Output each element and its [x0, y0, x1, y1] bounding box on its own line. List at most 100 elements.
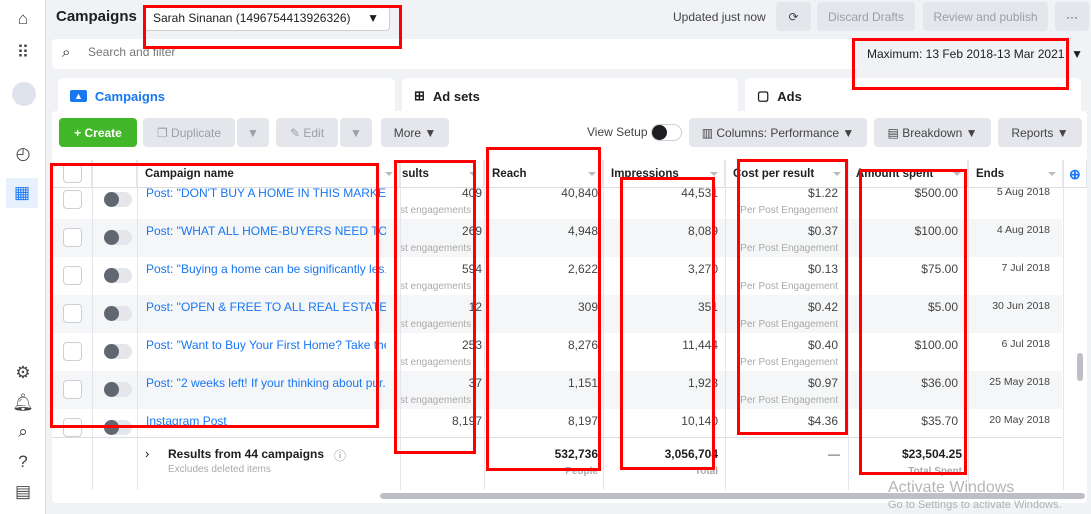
tab-ad-sets[interactable]: ⊞ Ad sets [402, 78, 738, 114]
dashboard-icon[interactable]: ◴ [15, 144, 31, 163]
row-checkbox[interactable] [63, 266, 82, 285]
campaign-name-link[interactable]: Post: "2 weeks left! If your thinking ab… [146, 376, 386, 390]
table-row[interactable]: Post: "DON'T BUY A HOME IN THIS MARKET,.… [52, 188, 1062, 219]
date-range-picker[interactable]: Maximum: 13 Feb 2018-13 Mar 2021 ▼ [857, 39, 1087, 69]
reach-cell: 2,622 [567, 262, 598, 276]
cost-per-result-cell: $0.40 Per Post Engagement [740, 338, 838, 368]
row-checkbox[interactable] [63, 228, 82, 247]
help-icon[interactable]: ? [18, 452, 28, 471]
edit-button[interactable]: ✎ Edit [276, 118, 338, 147]
column-ends[interactable]: Ends [968, 160, 1063, 188]
campaign-toggle[interactable] [104, 192, 132, 207]
campaign-name-link[interactable]: Post: "OPEN & FREE TO ALL REAL ESTATE A.… [146, 300, 386, 314]
info-icon[interactable]: ⓘ [334, 449, 347, 463]
row-checkbox[interactable] [63, 342, 82, 361]
review-publish-button[interactable]: Review and publish [923, 2, 1048, 31]
total-reach: 532,736 People [554, 447, 598, 477]
row-checkbox[interactable] [63, 190, 82, 209]
campaign-name-link[interactable]: Post: "WHAT ALL HOME-BUYERS NEED TO K... [146, 224, 386, 238]
impressions-cell: 10,140 [681, 414, 718, 428]
campaign-toggle[interactable] [104, 344, 132, 359]
tab-ads[interactable]: ▢ Ads [745, 78, 1081, 114]
ends-cell: 20 May 2018 [989, 414, 1050, 426]
column-cost-per-result[interactable]: Cost per result [725, 160, 848, 188]
amount-spent-cell: $75.00 [921, 262, 958, 276]
more-button[interactable]: More ▼ [381, 118, 449, 147]
column-results[interactable]: sults [400, 160, 484, 188]
toggle-header [92, 160, 137, 188]
add-column-icon[interactable]: ⊕ [1063, 160, 1087, 188]
campaign-toggle[interactable] [104, 268, 132, 283]
reach-cell: 8,197 [567, 414, 598, 428]
date-range: Maximum: 13 Feb 2018-13 Mar 2021 [867, 47, 1065, 61]
edit-dropdown[interactable]: ▼ [340, 118, 372, 147]
columns-button[interactable]: ▥ Columns: Performance ▼ [689, 118, 867, 147]
create-button[interactable]: + Create [59, 118, 137, 147]
refresh-icon: ⟳ [788, 9, 799, 24]
chevron-down-icon: ▼ [367, 11, 379, 25]
select-all-cell [52, 160, 92, 188]
reports-button[interactable]: Reports ▼ [998, 118, 1082, 147]
settings-icon[interactable]: ⚙ [15, 363, 31, 382]
reach-cell: 1,151 [567, 376, 598, 390]
column-label: Reach [492, 168, 527, 180]
campaign-toggle[interactable] [104, 230, 132, 245]
column-label: Amount spent [856, 168, 934, 180]
table-row[interactable]: Post: "Buying a home can be significantl… [52, 257, 1062, 295]
campaign-name-link[interactable]: Post: "Buying a home can be significantl… [146, 262, 386, 276]
table-row[interactable]: Instagram Post 8,197 8,197 10,140 $4.36 … [52, 409, 1062, 437]
column-campaign-name[interactable]: Campaign name [137, 160, 400, 188]
tab-campaigns[interactable]: ▲ Campaigns [58, 78, 395, 114]
apps-grid-icon[interactable]: ⠿ [16, 43, 30, 62]
amount-spent-cell: $100.00 [914, 338, 958, 352]
report-icon[interactable]: ▤ [14, 482, 32, 501]
campaign-name-link[interactable]: Post: "Want to Buy Your First Home? Take… [146, 338, 386, 352]
cost-per-result-cell: $0.37 Per Post Engagement [740, 224, 838, 254]
column-label: Cost per result [733, 168, 815, 180]
table-row[interactable]: Post: "OPEN & FREE TO ALL REAL ESTATE A.… [52, 295, 1062, 333]
duplicate-button[interactable]: ❐ Duplicate [143, 118, 235, 147]
total-spent: $23,504.25 Total Spent [901, 447, 962, 477]
row-checkbox[interactable] [63, 380, 82, 399]
ends-cell: 30 Jun 2018 [992, 300, 1050, 312]
footer-note: Excludes deleted items [168, 464, 271, 475]
row-checkbox[interactable] [63, 304, 82, 323]
column-amount-spent[interactable]: Amount spent [848, 160, 968, 188]
reach-cell: 309 [577, 300, 598, 314]
home-icon[interactable]: ⌂ [17, 9, 29, 28]
campaign-toggle[interactable] [104, 420, 132, 435]
column-reach[interactable]: Reach [484, 160, 603, 188]
notifications-icon[interactable]: 🔔︎ [12, 393, 34, 412]
row-checkbox[interactable] [63, 418, 82, 437]
expand-chevron-icon[interactable]: › [145, 446, 150, 461]
column-impressions[interactable]: Impressions [603, 160, 725, 188]
watermark-title: Activate Windows [888, 479, 1015, 496]
more-options-button[interactable]: ··· [1055, 2, 1089, 31]
avatar[interactable] [12, 82, 36, 106]
table-row[interactable]: Post: "Want to Buy Your First Home? Take… [52, 333, 1062, 371]
campaigns-table-icon[interactable]: ▦ [6, 178, 38, 208]
more-label: More [393, 125, 422, 140]
amount-spent-cell: $35.70 [921, 414, 958, 428]
search-icon[interactable]: ⌕ [18, 422, 28, 441]
table-row[interactable]: Post: "2 weeks left! If your thinking ab… [52, 371, 1062, 409]
breakdown-button[interactable]: ▤ Breakdown ▼ [874, 118, 991, 147]
campaign-name-link[interactable]: Instagram Post [146, 414, 227, 428]
campaign-name-link[interactable]: Post: "DON'T BUY A HOME IN THIS MARKET,.… [146, 188, 386, 200]
campaign-toggle[interactable] [104, 382, 132, 397]
ads-icon: ▢ [757, 88, 770, 103]
account-selector[interactable]: Sarah Sinanan (1496754413926326) ▼ [144, 5, 390, 31]
column-label: sults [402, 168, 429, 180]
select-all-checkbox[interactable] [63, 164, 82, 183]
tab-label: Ad sets [432, 88, 480, 104]
ends-cell: 7 Jul 2018 [1001, 262, 1050, 274]
discard-drafts-button[interactable]: Discard Drafts [817, 2, 915, 31]
campaign-toggle[interactable] [104, 306, 132, 321]
search-input[interactable] [88, 45, 488, 59]
view-setup-toggle[interactable] [651, 124, 682, 141]
table-row[interactable]: Post: "WHAT ALL HOME-BUYERS NEED TO K...… [52, 219, 1062, 257]
vertical-scrollbar[interactable] [1077, 353, 1083, 381]
refresh-button[interactable]: ⟳ [776, 2, 811, 31]
horizontal-scrollbar[interactable] [380, 493, 1085, 499]
duplicate-dropdown[interactable]: ▼ [237, 118, 269, 147]
